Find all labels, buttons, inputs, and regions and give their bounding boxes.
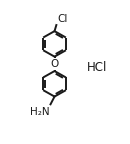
Text: O: O [50,59,59,69]
Text: H₂N: H₂N [30,107,50,117]
Text: HCl: HCl [87,61,107,74]
Text: Cl: Cl [57,15,68,24]
